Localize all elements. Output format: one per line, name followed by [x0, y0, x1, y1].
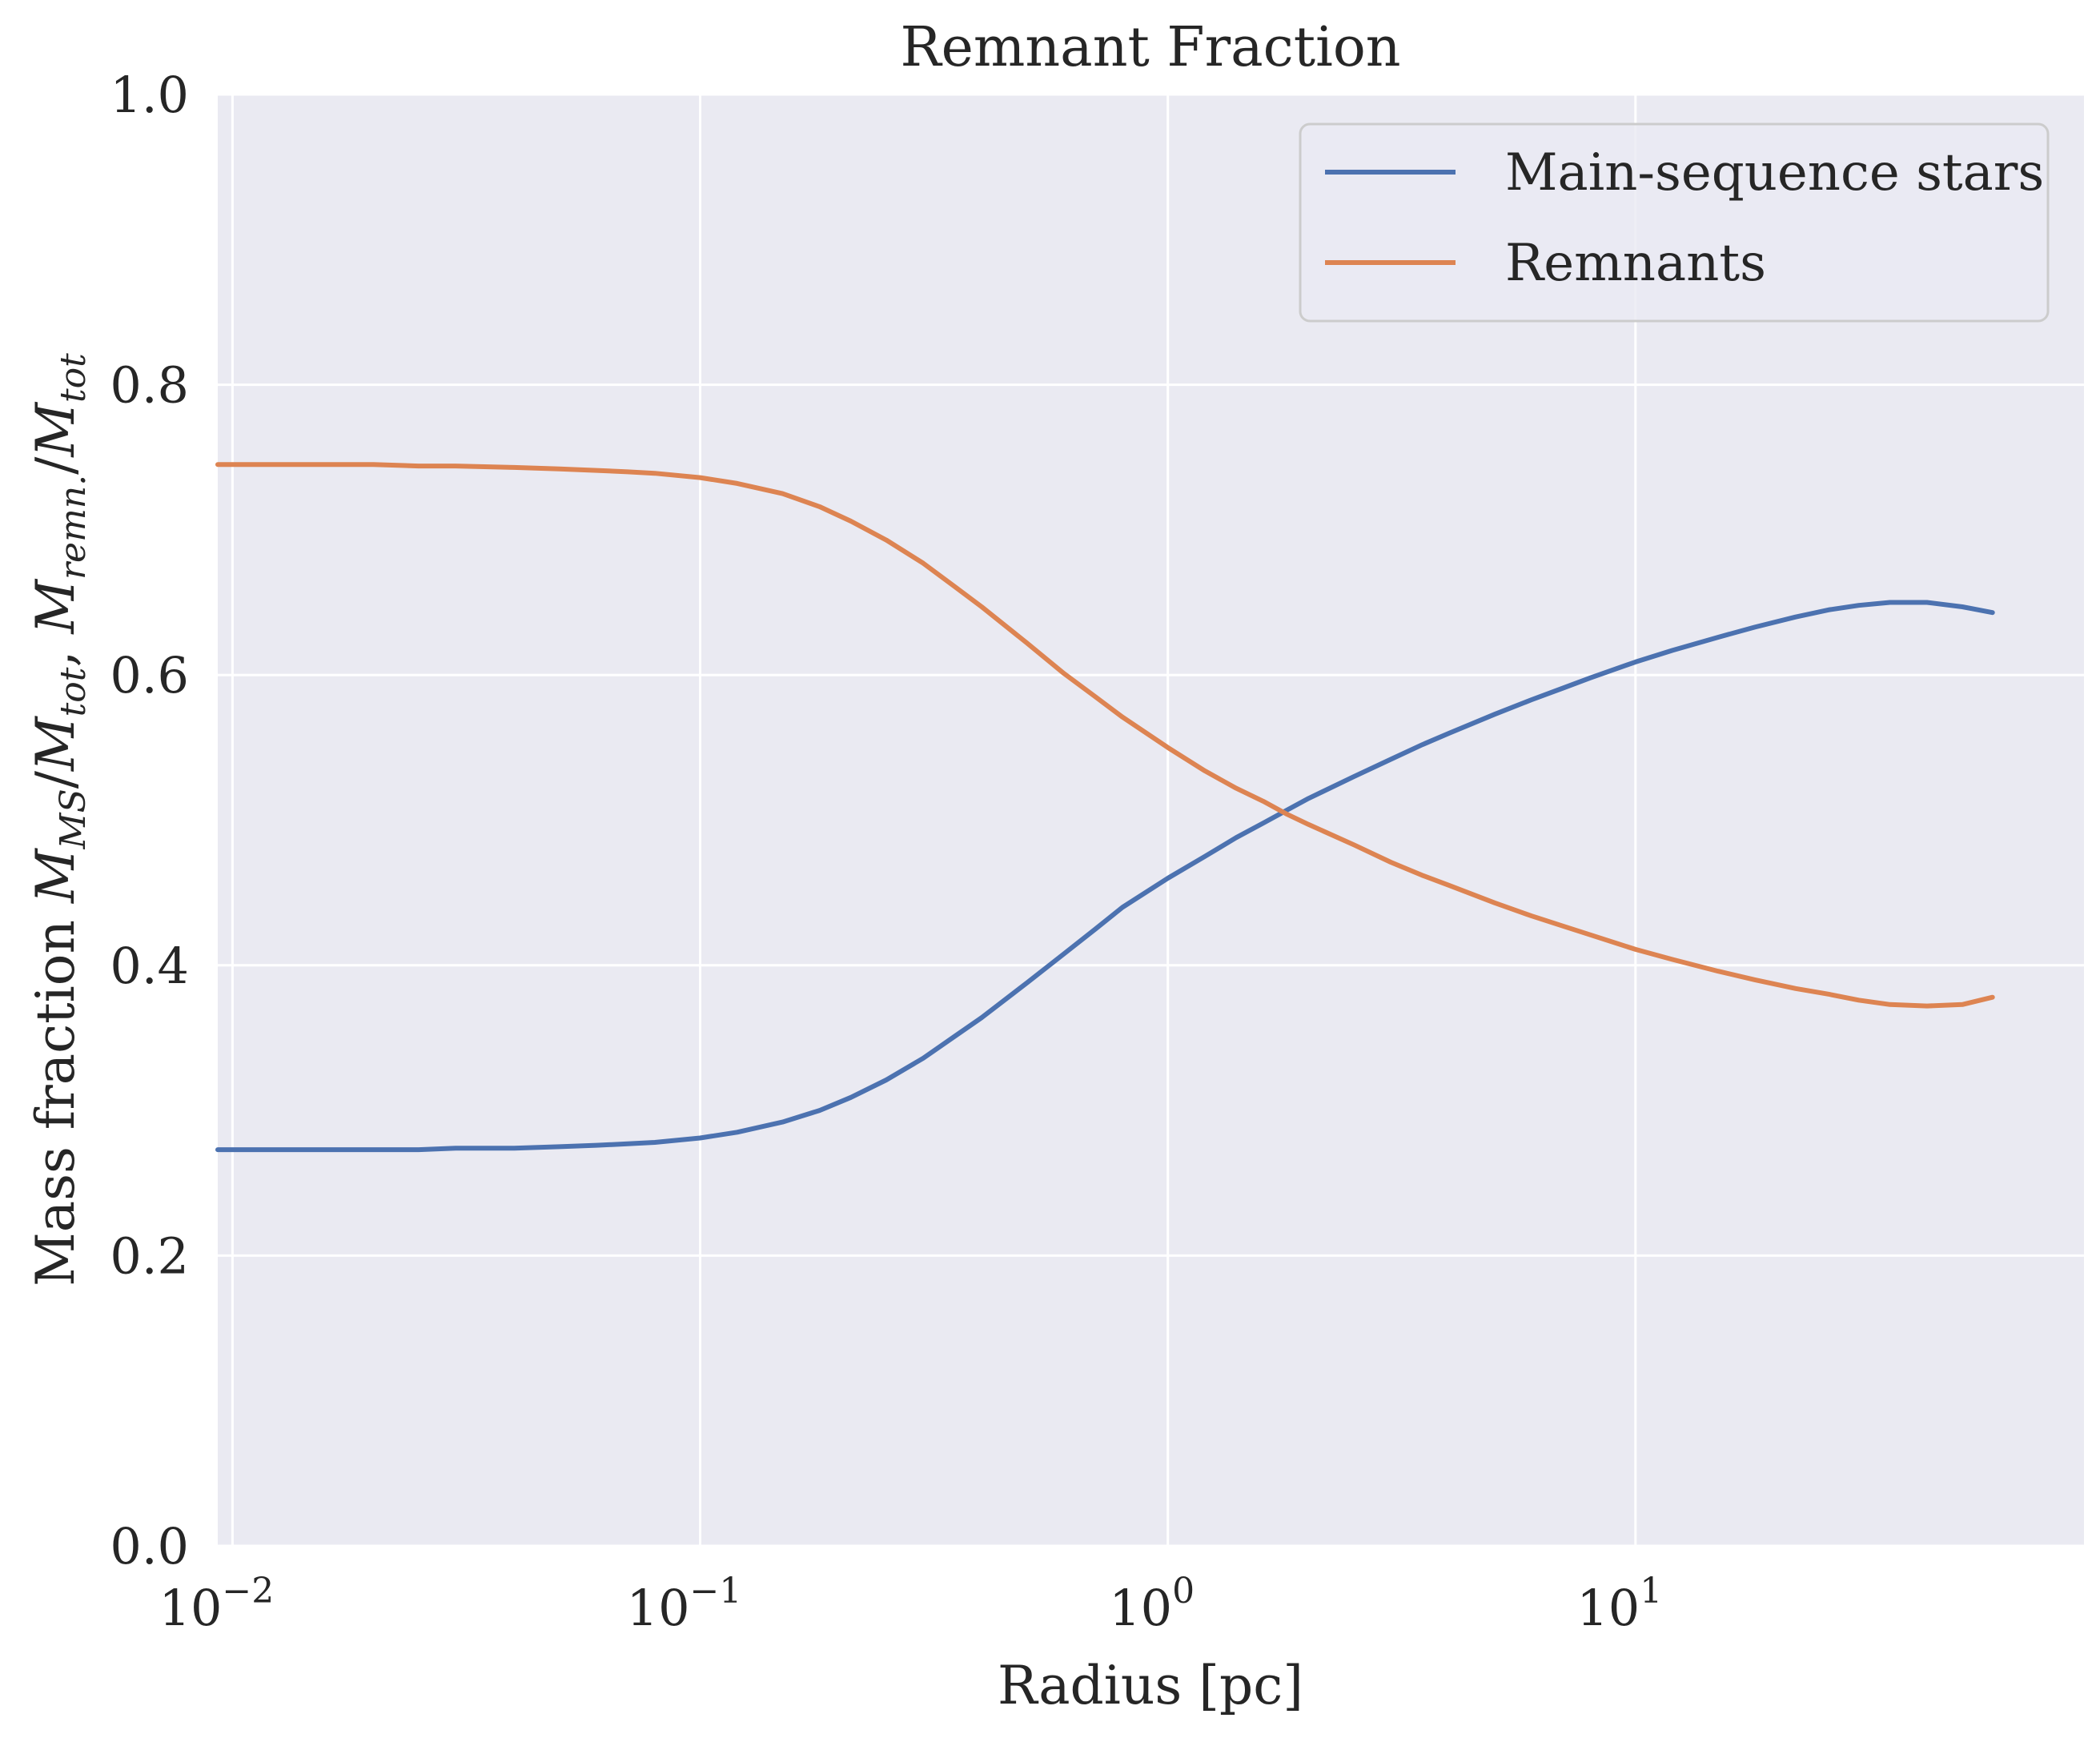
y-tick-labels: 0.0 0.2 0.4 0.6 0.8 1.0 — [110, 66, 189, 1575]
legend-box — [1299, 122, 2050, 323]
series-lines — [215, 462, 1995, 1153]
y-tick-label-4: 0.8 — [110, 356, 189, 415]
x-tick-label-1: 10−1 — [627, 1571, 742, 1637]
legend-label-remnants: Remnants — [1505, 234, 1766, 293]
y-axis-label: Mass fraction MMS/Mtot, Mremn./Mtot — [25, 353, 94, 1286]
x-axis-label: Radius [pc] — [998, 1655, 1303, 1716]
y-tick-label-2: 0.4 — [110, 937, 189, 995]
grid-lines — [218, 93, 2084, 1547]
series-line-1 — [215, 462, 1995, 1009]
x-tick-label-3: 101 — [1576, 1571, 1662, 1637]
y-tick-label-5: 1.0 — [110, 66, 189, 124]
y-axis-label-text: Mass fraction — [25, 903, 86, 1286]
x-tick-labels: 10−2 10−1 100 101 — [159, 1571, 1663, 1637]
series-line-0 — [215, 600, 1995, 1153]
y-tick-label-0: 0.0 — [110, 1517, 189, 1575]
legend: Main-sequence stars Remnants — [1299, 122, 2050, 323]
y-tick-label-3: 0.6 — [110, 646, 189, 704]
x-tick-label-2: 100 — [1109, 1571, 1195, 1637]
y-tick-label-1: 0.2 — [110, 1226, 189, 1285]
x-tick-label-0: 10−2 — [159, 1571, 275, 1637]
plot-area — [218, 94, 2084, 1546]
legend-label-main-sequence: Main-sequence stars — [1505, 143, 2044, 203]
chart-title: Remnant Fraction — [900, 16, 1400, 79]
